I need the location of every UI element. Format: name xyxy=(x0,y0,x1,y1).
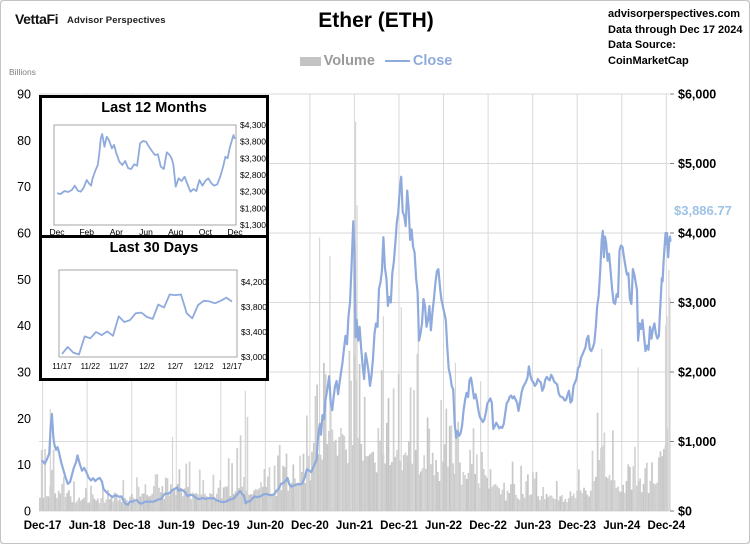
svg-text:Oct: Oct xyxy=(199,227,213,235)
inset-12m-title: Last 12 Months xyxy=(101,100,207,116)
svg-text:$5,000: $5,000 xyxy=(678,157,716,171)
volume-swatch-icon xyxy=(299,56,321,66)
inset-30d-plot-frame xyxy=(58,269,238,358)
svg-text:Dec: Dec xyxy=(227,227,243,235)
svg-text:Apr: Apr xyxy=(110,227,123,235)
svg-text:Aug: Aug xyxy=(168,227,183,235)
inset-12m-axis-labels: $4,300 $3,800 $3,300 $2,800 $2,300 $1,800 $1,3… xyxy=(49,120,266,235)
svg-text:Jun: Jun xyxy=(139,227,153,235)
inset-30d-close-line xyxy=(61,293,233,356)
info-website: advisorperspectives.com xyxy=(608,8,741,20)
inset-last-30-days: Last 30 Days $4,200 $3,800 $3,400 $3,000 11/… xyxy=(39,235,269,381)
chart-title: Ether (ETH) xyxy=(318,9,434,32)
svg-text:$1,300: $1,300 xyxy=(240,220,266,230)
svg-text:30: 30 xyxy=(17,366,31,380)
svg-text:$3,400: $3,400 xyxy=(241,327,266,337)
chart-legend: Volume Close xyxy=(1,53,749,69)
svg-text:20: 20 xyxy=(17,412,31,426)
svg-text:12/7: 12/7 xyxy=(168,362,184,371)
svg-text:$3,300: $3,300 xyxy=(240,153,266,163)
close-line-swatch-icon xyxy=(384,59,410,63)
svg-text:$3,800: $3,800 xyxy=(240,137,266,147)
svg-text:$2,300: $2,300 xyxy=(240,187,266,197)
svg-text:$4,000: $4,000 xyxy=(678,227,716,241)
left-axis-unit-label: Billions xyxy=(9,67,36,77)
main-axis-labels: 90 80 70 60 50 40 30 20 10 0 $6,000 $5,000 $4,000 $3,… xyxy=(17,88,716,533)
svg-text:$6,000: $6,000 xyxy=(678,88,716,102)
svg-text:60: 60 xyxy=(17,227,31,241)
info-data-through: Data through Dec 17 2024 xyxy=(608,23,743,36)
svg-text:Jun-23: Jun-23 xyxy=(514,520,551,532)
svg-text:80: 80 xyxy=(17,134,31,148)
svg-text:$3,000: $3,000 xyxy=(241,352,266,362)
legend-volume-label: Volume xyxy=(323,53,375,69)
main-close-line xyxy=(41,175,672,506)
svg-text:Dec-21: Dec-21 xyxy=(380,520,418,532)
svg-text:Dec-20: Dec-20 xyxy=(291,520,329,532)
svg-text:Dec-19: Dec-19 xyxy=(202,520,240,532)
svg-text:$4,200: $4,200 xyxy=(241,277,266,287)
svg-text:Jun-24: Jun-24 xyxy=(603,520,641,532)
svg-text:12/12: 12/12 xyxy=(194,362,215,371)
svg-text:$3,800: $3,800 xyxy=(241,302,266,312)
vettafi-logo: VettaFi xyxy=(15,11,59,27)
svg-text:11/27: 11/27 xyxy=(109,362,129,371)
svg-text:$4,300: $4,300 xyxy=(240,120,266,130)
svg-text:Dec: Dec xyxy=(49,227,65,235)
inset-12m-chart: $4,300 $3,800 $3,300 $2,800 $2,300 $1,800 $1,3… xyxy=(49,120,266,235)
svg-text:Jun-22: Jun-22 xyxy=(425,520,462,532)
svg-text:Jun-18: Jun-18 xyxy=(69,520,107,532)
svg-text:70: 70 xyxy=(17,180,31,194)
inset-30d-chart: $4,200 $3,800 $3,400 $3,000 11/17 11/22 11/27 1… xyxy=(52,269,266,371)
svg-text:Dec-18: Dec-18 xyxy=(113,520,151,532)
logo-subtitle: Advisor Perspectives xyxy=(67,15,166,26)
legend-volume: Volume xyxy=(299,53,375,69)
svg-text:Dec-22: Dec-22 xyxy=(469,520,507,532)
svg-text:12/17: 12/17 xyxy=(222,362,243,371)
svg-text:$0: $0 xyxy=(678,505,692,519)
svg-text:12/2: 12/2 xyxy=(139,362,155,371)
svg-text:10: 10 xyxy=(17,458,31,472)
svg-text:Feb: Feb xyxy=(79,227,94,235)
svg-text:50: 50 xyxy=(17,273,31,287)
svg-text:11/22: 11/22 xyxy=(81,362,101,371)
svg-text:$2,800: $2,800 xyxy=(240,170,266,180)
svg-text:$1,000: $1,000 xyxy=(678,435,716,449)
svg-text:Dec-24: Dec-24 xyxy=(647,520,685,532)
svg-text:40: 40 xyxy=(17,319,31,333)
inset-12m-close-line xyxy=(56,133,236,195)
svg-text:$3,000: $3,000 xyxy=(678,296,716,310)
svg-text:0: 0 xyxy=(24,505,31,519)
svg-text:$1,800: $1,800 xyxy=(240,203,266,213)
svg-text:90: 90 xyxy=(17,88,31,102)
inset-last-12-months: Last 12 Months $4,300 $3,800 $3,300 $2,800 $… xyxy=(39,95,269,238)
legend-close: Close xyxy=(384,53,453,69)
inset-12m-plot-frame xyxy=(53,124,237,226)
inset-30d-title: Last 30 Days xyxy=(109,240,199,256)
svg-text:$2,000: $2,000 xyxy=(678,366,716,380)
inset-30d-axis-labels: $4,200 $3,800 $3,400 $3,000 11/17 11/22 11/27 1… xyxy=(52,277,266,371)
legend-close-label: Close xyxy=(412,53,453,69)
source-info-block: advisorperspectives.com Data through Dec… xyxy=(608,7,749,69)
info-data-source: Data Source: CoinMarketCap xyxy=(608,39,689,67)
svg-text:11/17: 11/17 xyxy=(52,362,72,371)
svg-text:Dec-23: Dec-23 xyxy=(558,520,596,532)
svg-text:Jun-21: Jun-21 xyxy=(336,520,374,532)
svg-text:Jun-19: Jun-19 xyxy=(158,520,195,532)
svg-text:Dec-17: Dec-17 xyxy=(24,520,62,532)
svg-text:Jun-20: Jun-20 xyxy=(247,520,284,532)
latest-price-callout: $3,886.77 xyxy=(674,203,732,218)
